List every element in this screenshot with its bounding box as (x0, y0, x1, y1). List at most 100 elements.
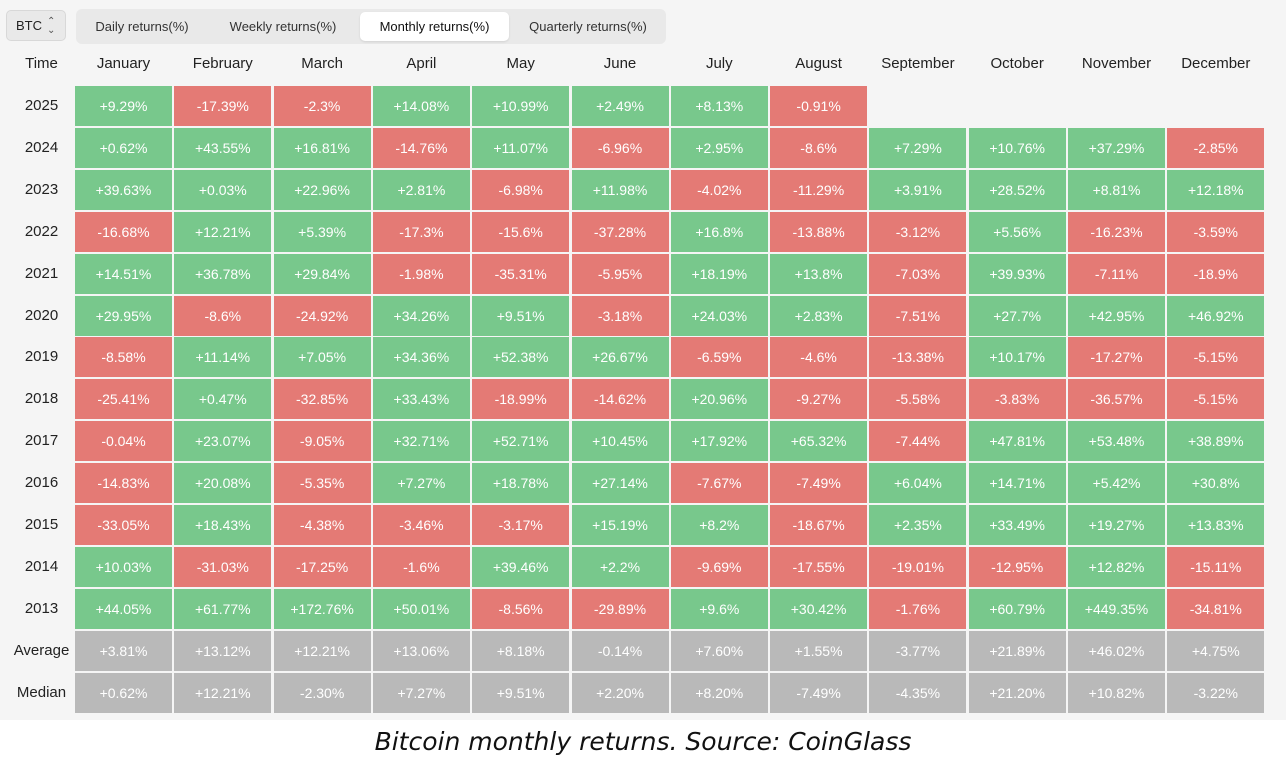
return-cell: -5.15% (1167, 379, 1265, 420)
year-label: 2024 (24, 138, 59, 156)
year-label: 2013 (24, 599, 59, 617)
return-cell: +14.51% (75, 253, 172, 294)
return-cell: -7.44% (869, 421, 967, 462)
return-cell: +3.91% (869, 169, 967, 210)
return-cell: +5.56% (968, 211, 1066, 252)
return-cell: +46.92% (1167, 295, 1265, 336)
month-header: October (990, 55, 1044, 72)
return-cell: -7.03% (869, 253, 967, 294)
summary-cell: +0.62% (75, 672, 172, 713)
return-cell: -14.62% (571, 379, 669, 420)
return-cell: +19.27% (1068, 505, 1165, 545)
return-cell: +0.47% (174, 379, 272, 420)
return-cell: +47.81% (968, 421, 1066, 462)
return-cell: +18.78% (472, 463, 570, 504)
return-cell: +22.96% (273, 169, 371, 210)
return-cell: +29.84% (273, 253, 371, 294)
return-cell: +12.18% (1167, 169, 1265, 210)
month-header: September (881, 55, 955, 72)
return-cell: +2.95% (670, 127, 768, 168)
return-cell: -8.6% (174, 295, 272, 336)
return-cell: -18.9% (1167, 253, 1265, 294)
return-cell: +37.29% (1068, 127, 1165, 168)
return-cell: +20.08% (174, 463, 272, 504)
return-cell: -18.67% (770, 505, 868, 545)
year-label: 2016 (24, 474, 59, 492)
return-cell: +2.83% (770, 295, 868, 336)
return-cell: -14.83% (75, 463, 172, 504)
summary-cell: +7.60% (670, 630, 768, 671)
tab-monthly-returns[interactable]: Monthly returns(%) (360, 12, 509, 41)
summary-cell: +12.21% (273, 630, 371, 671)
return-cell: -15.6% (472, 211, 570, 252)
tab-daily-returns[interactable]: Daily returns(%) (95, 19, 189, 34)
summary-row-label: Average (13, 641, 70, 659)
return-cell: +7.29% (869, 127, 967, 168)
return-cell: +10.99% (472, 86, 570, 126)
chevron-up-down-icon: ⌃ ⌄ (47, 15, 56, 36)
return-cell: -9.69% (670, 546, 768, 587)
return-cell (969, 86, 1066, 126)
returns-period-tabs: Daily returns(%) Weekly returns(%) Month… (76, 9, 666, 44)
summary-cell: +4.75% (1167, 630, 1265, 671)
return-cell: -17.39% (174, 86, 272, 126)
return-cell: -3.18% (571, 295, 669, 336)
return-cell: +18.43% (174, 505, 272, 545)
summary-cell: -3.77% (869, 630, 967, 671)
return-cell (1167, 86, 1264, 126)
return-cell: +52.71% (472, 421, 570, 462)
year-label: 2025 (24, 97, 59, 114)
return-cell: -8.6% (770, 127, 868, 168)
return-cell: -17.55% (770, 546, 868, 587)
month-header: November (1081, 55, 1152, 72)
coin-select[interactable]: BTC ⌃ ⌄ (6, 10, 66, 41)
return-cell: +44.05% (75, 588, 172, 629)
return-cell: +39.63% (75, 169, 172, 210)
return-cell: -12.95% (968, 546, 1066, 587)
summary-cell: +8.18% (472, 630, 570, 671)
return-cell: +26.67% (571, 337, 669, 378)
return-cell: -2.3% (273, 86, 371, 126)
year-label: 2018 (24, 390, 59, 408)
return-cell: -33.05% (75, 505, 172, 545)
return-cell: -11.29% (770, 169, 868, 210)
summary-cell: +21.89% (968, 630, 1066, 671)
return-cell: +65.32% (770, 421, 868, 462)
return-cell: +13.8% (770, 253, 868, 294)
return-cell: -1.98% (372, 253, 470, 294)
return-cell: -3.46% (372, 505, 470, 545)
summary-cell: +8.20% (670, 672, 768, 713)
return-cell: +10.17% (968, 337, 1066, 378)
tab-weekly-returns[interactable]: Weekly returns(%) (229, 19, 337, 34)
return-cell: +10.45% (571, 421, 669, 462)
year-label: 2020 (24, 306, 59, 324)
return-cell: -3.83% (968, 379, 1066, 420)
return-cell: -19.01% (869, 546, 967, 587)
return-cell: +39.93% (968, 253, 1066, 294)
tab-quarterly-returns[interactable]: Quarterly returns(%) (529, 19, 647, 34)
return-cell: -7.67% (670, 463, 768, 504)
return-cell: -7.49% (770, 463, 868, 504)
return-cell: -5.95% (571, 253, 669, 294)
return-cell: +43.55% (174, 127, 272, 168)
return-cell: -1.6% (372, 546, 470, 587)
return-cell: +5.39% (273, 211, 371, 252)
year-label: 2023 (24, 180, 59, 198)
return-cell: +2.49% (571, 86, 669, 126)
return-cell: +33.49% (968, 505, 1066, 545)
return-cell: -9.27% (770, 379, 868, 420)
return-cell: -3.59% (1167, 211, 1265, 252)
return-cell: -34.81% (1167, 588, 1265, 629)
return-cell: +9.29% (75, 86, 172, 126)
return-cell: -9.05% (273, 421, 371, 462)
summary-cell: +10.82% (1068, 672, 1165, 713)
return-cell: +9.6% (670, 588, 768, 629)
year-label: 2015 (24, 516, 59, 533)
return-cell: -35.31% (472, 253, 570, 294)
return-cell: +39.46% (472, 546, 570, 587)
return-cell: +6.04% (869, 463, 967, 504)
return-cell: +12.21% (174, 211, 272, 252)
return-cell (869, 86, 966, 126)
return-cell: -6.59% (670, 337, 768, 378)
summary-cell: -4.35% (869, 672, 967, 713)
